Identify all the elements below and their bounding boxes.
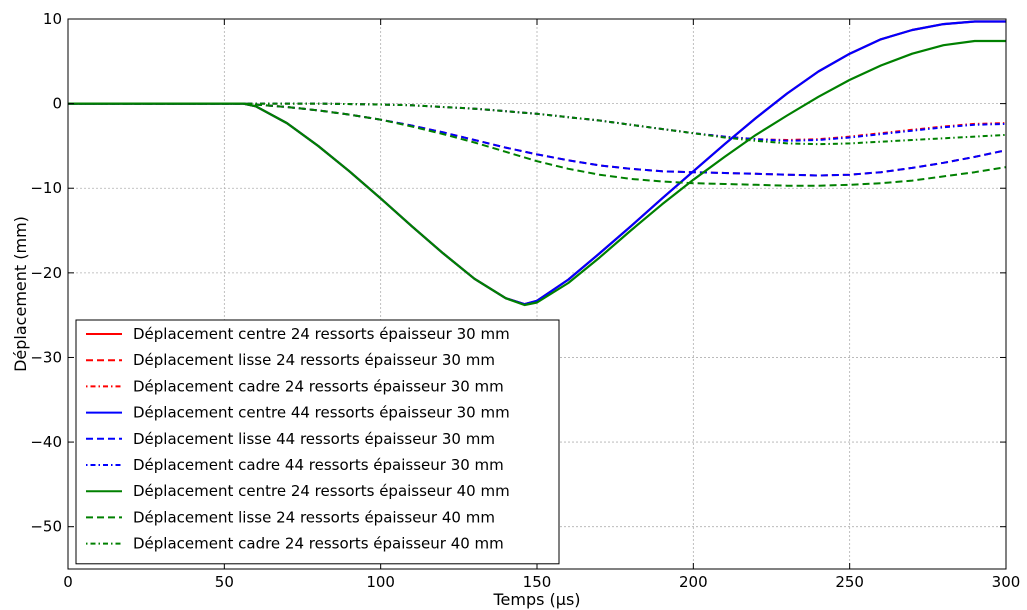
series-line-7 bbox=[68, 39, 1006, 307]
x-tick-label: 0 bbox=[63, 573, 73, 591]
legend-label: Déplacement cadre 44 ressorts épaisseur … bbox=[133, 456, 504, 474]
series-line-8 bbox=[68, 102, 1007, 187]
x-tick-label: 50 bbox=[215, 573, 234, 591]
x-tick-label: 150 bbox=[523, 573, 552, 591]
legend-label: Déplacement centre 24 ressorts épaisseur… bbox=[133, 325, 510, 343]
y-tick-label: −30 bbox=[30, 348, 62, 366]
y-tick-label: −20 bbox=[30, 264, 62, 282]
y-tick-label: −40 bbox=[30, 433, 62, 451]
x-tick-label: 250 bbox=[835, 573, 864, 591]
y-tick-label: −50 bbox=[30, 518, 62, 536]
series-line-9 bbox=[68, 102, 1007, 146]
legend-label: Déplacement centre 44 ressorts épaisseur… bbox=[133, 404, 510, 422]
legend-label: Déplacement lisse 44 ressorts épaisseur … bbox=[133, 430, 495, 448]
plot-series bbox=[68, 20, 1007, 307]
legend-label: Déplacement cadre 24 ressorts épaisseur … bbox=[133, 535, 504, 553]
legend-box bbox=[75, 319, 560, 565]
legend: Déplacement centre 24 ressorts épaisseur… bbox=[75, 319, 560, 565]
legend-label: Déplacement cadre 24 ressorts épaisseur … bbox=[133, 377, 504, 395]
y-tick-label: −10 bbox=[30, 179, 62, 197]
y-tick-label: 10 bbox=[43, 10, 62, 28]
x-tick-label: 100 bbox=[366, 573, 395, 591]
legend-label: Déplacement lisse 24 ressorts épaisseur … bbox=[133, 351, 495, 369]
x-axis-label: Temps (μs) bbox=[492, 590, 580, 609]
x-tick-label: 200 bbox=[679, 573, 708, 591]
x-tick-label: 300 bbox=[992, 573, 1021, 591]
legend-label: Déplacement centre 24 ressorts épaisseur… bbox=[133, 482, 510, 500]
legend-label: Déplacement lisse 24 ressorts épaisseur … bbox=[133, 508, 495, 526]
series-line-5 bbox=[68, 102, 1007, 177]
y-axis-label: Déplacement (mm) bbox=[11, 216, 30, 372]
y-tick-label: 0 bbox=[52, 95, 62, 113]
